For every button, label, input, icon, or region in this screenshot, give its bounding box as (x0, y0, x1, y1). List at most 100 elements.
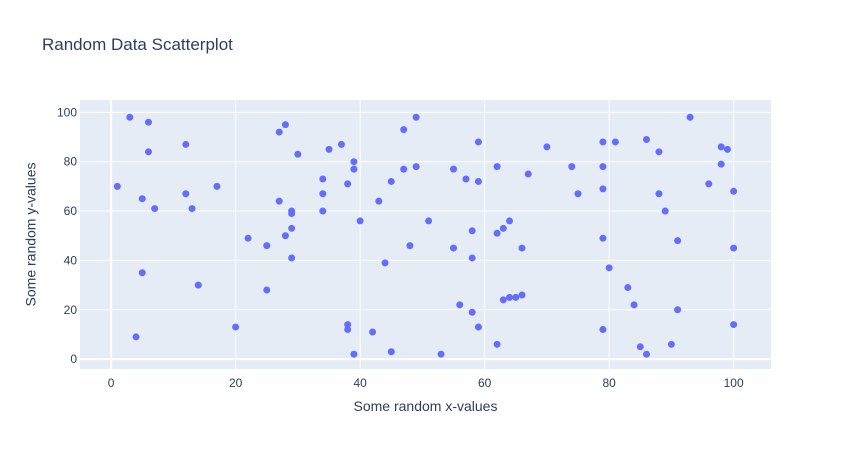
scatter-point[interactable] (350, 165, 358, 173)
scatter-point[interactable] (387, 348, 395, 356)
scatter-point[interactable] (337, 140, 345, 148)
scatter-point[interactable] (493, 163, 501, 171)
scatter-point[interactable] (717, 160, 725, 168)
scatter-point[interactable] (655, 190, 663, 198)
scatter-point[interactable] (611, 138, 619, 146)
scatter-point[interactable] (717, 143, 725, 151)
scatter-point[interactable] (387, 177, 395, 185)
scatter-point[interactable] (499, 224, 507, 232)
scatter-point[interactable] (518, 291, 526, 299)
scatter-point[interactable] (493, 229, 501, 237)
scatter-point[interactable] (425, 217, 433, 225)
scatter-point[interactable] (319, 175, 327, 183)
scatter-point[interactable] (599, 234, 607, 242)
scatter-point[interactable] (468, 227, 476, 235)
scatter-point[interactable] (605, 264, 613, 272)
scatter-point[interactable] (132, 333, 140, 341)
scatter-point[interactable] (624, 284, 632, 292)
scatter-point[interactable] (655, 148, 663, 156)
scatter-point[interactable] (474, 138, 482, 146)
scatter-point[interactable] (281, 121, 289, 129)
scatter-point[interactable] (151, 205, 159, 213)
scatter-point[interactable] (350, 350, 358, 358)
scatter-point[interactable] (113, 182, 121, 190)
scatter-point[interactable] (730, 321, 738, 329)
scatter-point[interactable] (599, 185, 607, 193)
scatter-point[interactable] (244, 234, 252, 242)
scatter-point[interactable] (275, 128, 283, 136)
scatter-point[interactable] (450, 244, 458, 252)
scatter-point[interactable] (400, 126, 408, 134)
scatter-point[interactable] (705, 180, 713, 188)
chart-title: Random Data Scatterplot (42, 35, 233, 54)
scatter-point[interactable] (667, 340, 675, 348)
scatter-point[interactable] (512, 293, 520, 301)
scatter-point[interactable] (344, 326, 352, 334)
scatter-point[interactable] (350, 158, 358, 166)
scatter-point[interactable] (506, 217, 514, 225)
scatter-point[interactable] (599, 326, 607, 334)
scatter-point[interactable] (400, 165, 408, 173)
scatter-point[interactable] (263, 242, 271, 250)
scatter-point[interactable] (468, 308, 476, 316)
scatter-point[interactable] (499, 296, 507, 304)
scatter-point[interactable] (506, 293, 514, 301)
scatter-point[interactable] (674, 237, 682, 245)
scatter-point[interactable] (462, 175, 470, 183)
scatter-point[interactable] (636, 343, 644, 351)
scatter-point[interactable] (730, 244, 738, 252)
scatter-point[interactable] (474, 323, 482, 331)
scatter-point[interactable] (344, 321, 352, 329)
scatter-point[interactable] (213, 182, 221, 190)
scatter-point[interactable] (568, 163, 576, 171)
scatter-point[interactable] (188, 205, 196, 213)
scatter-point[interactable] (182, 140, 190, 148)
scatter-point[interactable] (642, 350, 650, 358)
scatter-point[interactable] (138, 195, 146, 203)
scatter-point[interactable] (674, 306, 682, 314)
scatter-point[interactable] (182, 190, 190, 198)
scatter-point[interactable] (356, 217, 364, 225)
scatter-point[interactable] (126, 113, 134, 121)
scatter-point[interactable] (232, 323, 240, 331)
scatter-point[interactable] (630, 301, 638, 309)
scatter-point[interactable] (288, 254, 296, 262)
scatter-point[interactable] (661, 207, 669, 215)
scatter-point[interactable] (599, 138, 607, 146)
scatter-point[interactable] (325, 145, 333, 153)
scatter-point[interactable] (275, 197, 283, 205)
scatter-point[interactable] (144, 148, 152, 156)
scatter-point[interactable] (263, 286, 271, 294)
scatter-point[interactable] (412, 113, 420, 121)
scatter-point[interactable] (369, 328, 377, 336)
scatter-point[interactable] (686, 113, 694, 121)
scatter-point[interactable] (319, 207, 327, 215)
scatter-point[interactable] (518, 244, 526, 252)
scatter-point[interactable] (381, 259, 389, 267)
scatter-point[interactable] (450, 165, 458, 173)
scatter-point[interactable] (319, 190, 327, 198)
scatter-point[interactable] (730, 187, 738, 195)
scatter-point[interactable] (144, 118, 152, 126)
scatter-point[interactable] (456, 301, 464, 309)
scatter-point[interactable] (138, 269, 146, 277)
scatter-point[interactable] (406, 242, 414, 250)
scatter-point[interactable] (412, 163, 420, 171)
scatter-point[interactable] (344, 180, 352, 188)
scatter-point[interactable] (437, 350, 445, 358)
scatter-point[interactable] (288, 210, 296, 218)
scatter-point[interactable] (294, 150, 302, 158)
scatter-point[interactable] (468, 254, 476, 262)
scatter-point[interactable] (493, 340, 501, 348)
scatter-point[interactable] (375, 197, 383, 205)
scatter-point[interactable] (599, 163, 607, 171)
scatter-point[interactable] (474, 177, 482, 185)
scatter-point[interactable] (194, 281, 202, 289)
scatter-point[interactable] (281, 232, 289, 240)
scatter-point[interactable] (288, 224, 296, 232)
scatter-point[interactable] (524, 170, 532, 178)
scatter-point[interactable] (543, 143, 551, 151)
scatter-point[interactable] (642, 135, 650, 143)
scatter-point[interactable] (723, 145, 731, 153)
scatter-point[interactable] (574, 190, 582, 198)
